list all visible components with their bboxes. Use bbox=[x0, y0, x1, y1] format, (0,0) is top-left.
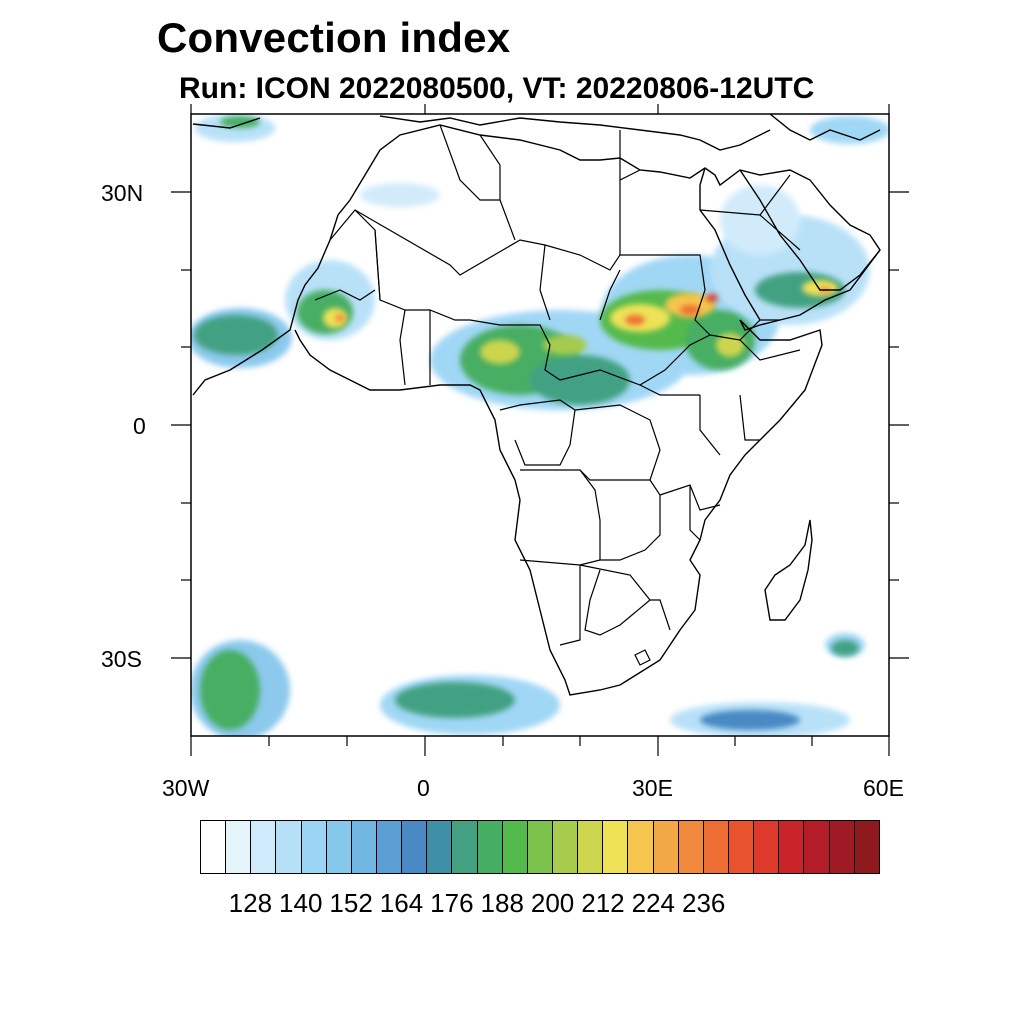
chart-title: Convection index bbox=[157, 14, 511, 61]
colorbar-swatch bbox=[326, 821, 352, 873]
colorbar-swatch bbox=[427, 821, 453, 873]
colorbar-tick-label: 224 bbox=[631, 888, 676, 918]
colorbar-swatch bbox=[603, 821, 629, 873]
colorbar-swatch bbox=[804, 821, 830, 873]
colorbar-swatch bbox=[376, 821, 403, 873]
colorbar-swatch bbox=[829, 821, 855, 873]
colorbar-tick-label: 152 bbox=[329, 888, 373, 918]
axis-ticks bbox=[171, 104, 909, 756]
colorbar bbox=[200, 820, 880, 874]
colorbar-swatch bbox=[226, 821, 252, 873]
chart-subtitle: Run: ICON 2022080500, VT: 20220806-12UTC bbox=[179, 72, 815, 105]
colorbar-swatch bbox=[201, 821, 227, 873]
colorbar-swatch bbox=[527, 821, 553, 873]
colorbar-swatch bbox=[578, 821, 604, 873]
colorbar-swatch bbox=[653, 821, 679, 873]
colorbar-tick-label: 176 bbox=[430, 888, 474, 918]
colorbar-swatch bbox=[452, 821, 478, 873]
colorbar-tick-label: 212 bbox=[581, 888, 625, 918]
lat-label-30n: 30N bbox=[101, 180, 144, 206]
colorbar-swatch bbox=[251, 821, 277, 873]
lon-label-30e: 30E bbox=[632, 775, 673, 801]
colorbar-swatch bbox=[276, 821, 302, 873]
colorbar-swatch bbox=[728, 821, 755, 873]
lat-label-0: 0 bbox=[133, 413, 146, 439]
colorbar-tick-label: 140 bbox=[279, 888, 323, 918]
convection-field bbox=[191, 114, 889, 736]
lat-label-30s: 30S bbox=[101, 646, 142, 672]
borders bbox=[314, 124, 801, 666]
colorbar-swatch bbox=[477, 821, 503, 873]
colorbar-tick-label: 128 bbox=[228, 888, 273, 918]
colorbar-swatch bbox=[351, 821, 377, 873]
colorbar-swatch bbox=[301, 821, 327, 873]
colorbar-swatch bbox=[552, 821, 579, 873]
colorbar-tick-label: 200 bbox=[530, 888, 575, 918]
colorbar-swatch bbox=[402, 821, 428, 873]
colorbar-swatch bbox=[779, 821, 805, 873]
lon-label-0: 0 bbox=[417, 775, 430, 801]
colorbar-tick-label: 188 bbox=[480, 888, 524, 918]
colorbar-swatch bbox=[703, 821, 729, 873]
lon-label-30w: 30W bbox=[162, 775, 210, 801]
colorbar-swatch bbox=[502, 821, 528, 873]
colorbar-tick-label: 164 bbox=[379, 888, 424, 918]
colorbar-swatch bbox=[628, 821, 654, 873]
colorbar-swatch bbox=[754, 821, 780, 873]
colorbar-swatch bbox=[678, 821, 704, 873]
colorbar-tick-label: 236 bbox=[682, 888, 726, 918]
colorbar-swatch bbox=[854, 821, 879, 873]
lon-label-60e: 60E bbox=[863, 775, 904, 801]
